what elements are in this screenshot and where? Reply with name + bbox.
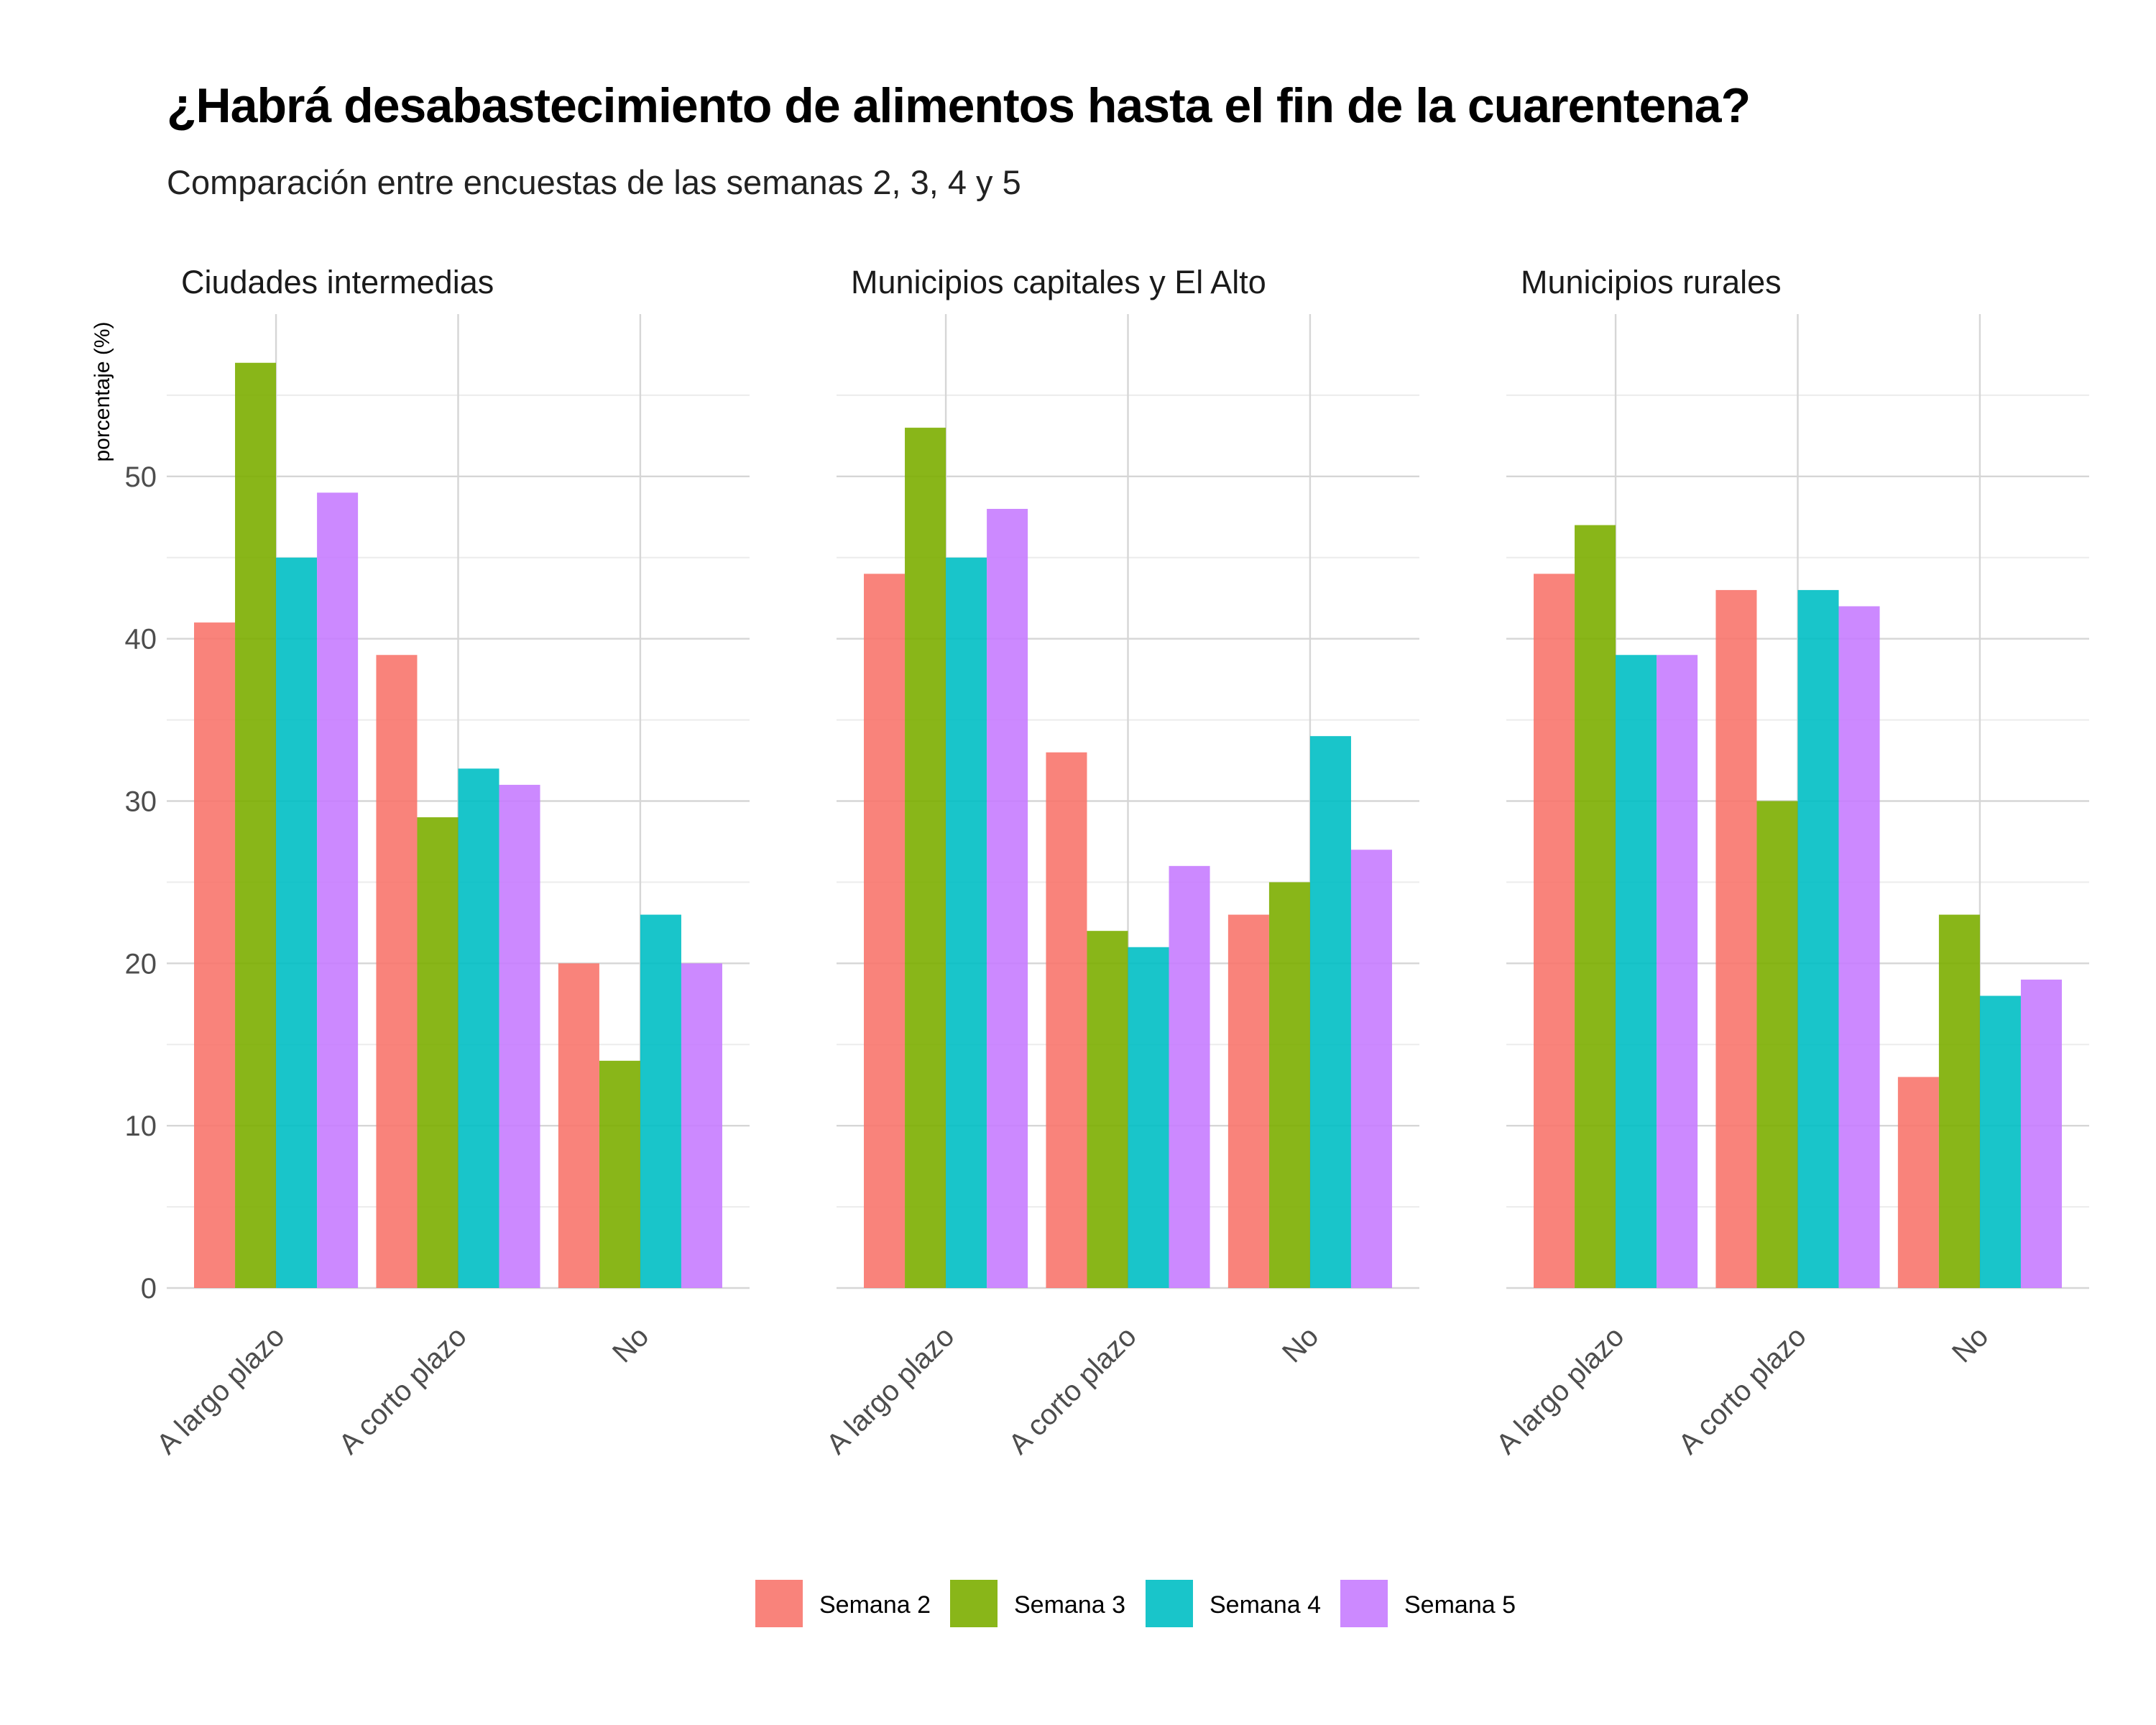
x-tick-label-municipios-rurales-a-largo-plazo: A largo plazo (1491, 1320, 1631, 1460)
bar-ciudades-intermedias-a-corto-plazo-semana-5 (499, 784, 540, 1288)
bar-municipios-rurales-no-semana-3 (1938, 914, 1980, 1288)
y-tick-label-20: 20 (125, 948, 157, 980)
bar-municipios-rurales-no-semana-4 (1979, 995, 2021, 1288)
bar-municipios-rurales-a-corto-plazo-semana-3 (1756, 801, 1798, 1288)
x-tick-label-municipios-rurales-no: No (1946, 1320, 1994, 1368)
facet-title-municipios-rurales: Municipios rurales (1521, 264, 1782, 300)
bar-ciudades-intermedias-no-semana-5 (681, 963, 722, 1288)
bar-municipios-capitales-y-el-alto-no-semana-5 (1350, 850, 1392, 1288)
x-tick-label-ciudades-intermedias-a-largo-plazo: A largo plazo (151, 1320, 291, 1460)
bar-municipios-capitales-y-el-alto-a-corto-plazo-semana-4 (1128, 947, 1169, 1288)
bar-ciudades-intermedias-no-semana-3 (599, 1060, 640, 1288)
bar-ciudades-intermedias-a-corto-plazo-semana-4 (458, 768, 499, 1288)
bar-municipios-rurales-a-largo-plazo-semana-3 (1575, 525, 1616, 1289)
y-tick-label-50: 50 (125, 461, 157, 493)
legend-label-semana-4: Semana 4 (1210, 1591, 1321, 1619)
bar-municipios-rurales-no-semana-2 (1897, 1077, 1939, 1288)
x-tick-label-ciudades-intermedias-no: No (607, 1320, 655, 1368)
bar-municipios-capitales-y-el-alto-a-corto-plazo-semana-3 (1087, 931, 1128, 1288)
x-tick-label-municipios-capitales-y-el-alto-a-largo-plazo: A largo plazo (821, 1320, 961, 1460)
x-tick-label-municipios-capitales-y-el-alto-no: No (1276, 1320, 1325, 1368)
bar-municipios-capitales-y-el-alto-a-corto-plazo-semana-5 (1169, 865, 1210, 1288)
bar-municipios-capitales-y-el-alto-a-largo-plazo-semana-4 (946, 557, 987, 1288)
bar-municipios-rurales-a-largo-plazo-semana-5 (1657, 655, 1698, 1288)
bar-ciudades-intermedias-a-largo-plazo-semana-2 (194, 622, 236, 1288)
legend-label-semana-5: Semana 5 (1404, 1591, 1516, 1619)
bar-ciudades-intermedias-no-semana-4 (640, 914, 681, 1288)
y-tick-label-0: 0 (141, 1273, 157, 1305)
y-tick-label-30: 30 (125, 786, 157, 818)
legend-swatch-semana-2 (755, 1580, 803, 1627)
y-axis-title: porcentaje (%) (91, 321, 114, 461)
legend-swatch-semana-5 (1340, 1580, 1388, 1627)
bar-municipios-capitales-y-el-alto-a-largo-plazo-semana-5 (987, 509, 1028, 1288)
bar-municipios-capitales-y-el-alto-no-semana-2 (1227, 914, 1269, 1288)
bar-municipios-capitales-y-el-alto-no-semana-4 (1309, 736, 1351, 1288)
chart-title: ¿Habrá desabastecimiento de alimentos ha… (167, 78, 1751, 133)
bar-municipios-rurales-no-semana-5 (2020, 979, 2062, 1288)
legend-swatch-semana-3 (950, 1580, 998, 1627)
y-tick-label-10: 10 (125, 1110, 157, 1142)
bar-municipios-rurales-a-corto-plazo-semana-5 (1838, 606, 1880, 1288)
legend-label-semana-3: Semana 3 (1014, 1591, 1125, 1619)
bar-municipios-capitales-y-el-alto-a-largo-plazo-semana-2 (864, 574, 906, 1288)
facet-title-municipios-capitales-y-el-alto: Municipios capitales y El Alto (851, 264, 1266, 300)
bar-ciudades-intermedias-no-semana-2 (558, 963, 599, 1288)
x-tick-label-municipios-rurales-a-corto-plazo: A corto plazo (1672, 1320, 1812, 1460)
bar-municipios-rurales-a-corto-plazo-semana-4 (1797, 589, 1839, 1288)
bar-ciudades-intermedias-a-largo-plazo-semana-4 (276, 557, 318, 1288)
bar-ciudades-intermedias-a-corto-plazo-semana-2 (376, 655, 418, 1288)
legend-swatch-semana-4 (1146, 1580, 1193, 1627)
x-tick-label-ciudades-intermedias-a-corto-plazo: A corto plazo (333, 1320, 473, 1460)
chart-subtitle: Comparación entre encuestas de las seman… (167, 163, 1021, 201)
bar-ciudades-intermedias-a-largo-plazo-semana-5 (317, 492, 359, 1288)
bar-ciudades-intermedias-a-largo-plazo-semana-3 (235, 362, 277, 1288)
bar-municipios-capitales-y-el-alto-a-largo-plazo-semana-3 (905, 428, 946, 1289)
bar-municipios-capitales-y-el-alto-no-semana-3 (1268, 882, 1310, 1288)
x-tick-label-municipios-capitales-y-el-alto-a-corto-plazo: A corto plazo (1003, 1320, 1143, 1460)
legend-label-semana-2: Semana 2 (819, 1591, 931, 1619)
bar-municipios-rurales-a-corto-plazo-semana-2 (1715, 589, 1757, 1288)
y-tick-label-40: 40 (125, 624, 157, 656)
bar-municipios-capitales-y-el-alto-a-corto-plazo-semana-2 (1046, 752, 1087, 1288)
bar-ciudades-intermedias-a-corto-plazo-semana-3 (417, 817, 459, 1288)
bar-municipios-rurales-a-largo-plazo-semana-2 (1534, 574, 1575, 1288)
facet-title-ciudades-intermedias: Ciudades intermedias (181, 264, 494, 300)
bar-municipios-rurales-a-largo-plazo-semana-4 (1616, 655, 1657, 1288)
